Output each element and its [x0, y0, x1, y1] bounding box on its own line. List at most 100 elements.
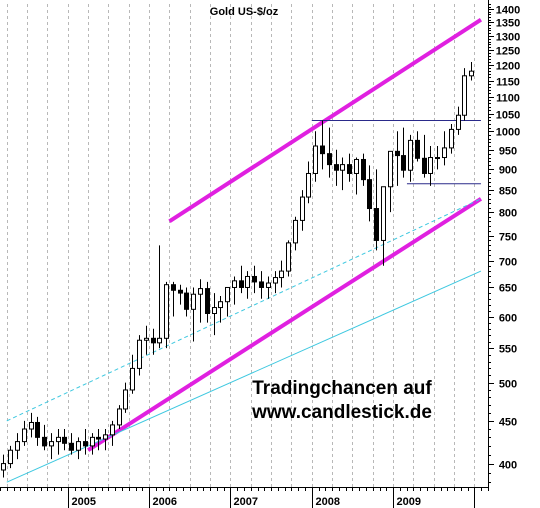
- candle-down: [184, 292, 189, 310]
- candle-up: [76, 441, 81, 451]
- y-tick-label: 500: [499, 379, 517, 391]
- candle-down: [395, 150, 400, 157]
- candles-layer: [1, 62, 474, 478]
- candle-down: [401, 155, 406, 171]
- y-tick-label: 1400: [496, 5, 520, 17]
- y-tick-label: 650: [499, 283, 517, 295]
- candle-up: [1, 463, 6, 471]
- candle-up: [273, 277, 278, 284]
- candle-down: [151, 337, 156, 344]
- candle-up: [49, 441, 54, 447]
- candle-up: [212, 307, 217, 314]
- candle-up: [313, 145, 318, 174]
- candle-up: [218, 301, 223, 309]
- candle-up: [354, 158, 359, 174]
- candle-up: [408, 139, 413, 171]
- candle-up: [56, 436, 61, 443]
- y-tick-label: 750: [499, 232, 517, 244]
- y-tick-label: 1050: [496, 110, 520, 122]
- candle-up: [381, 186, 386, 241]
- candle-down: [178, 289, 183, 294]
- axes-layer: 400 450 500 550 600 650 700 750 800 850 900 950 1000…: [0, 0, 520, 508]
- x-tick-label: 2005: [72, 496, 96, 508]
- candle-up: [286, 242, 291, 272]
- candle-up: [130, 367, 135, 391]
- candle-up: [428, 157, 433, 174]
- y-tick-label: 400: [499, 460, 517, 472]
- candle-up: [462, 75, 467, 116]
- channel-lower-line: [87, 197, 483, 452]
- y-tick-label: 1300: [496, 32, 520, 44]
- candle-down: [422, 157, 427, 174]
- x-tick-label: 2009: [397, 496, 421, 508]
- candle-up: [164, 284, 169, 339]
- candle-down: [252, 275, 257, 283]
- y-tick-label: 1000: [496, 127, 520, 139]
- candle-up: [435, 157, 440, 160]
- candle-down: [69, 442, 74, 451]
- grid-layer: [7, 4, 475, 487]
- y-tick-label: 800: [499, 208, 517, 220]
- candle-up: [456, 114, 461, 130]
- chart-title: Gold US-$/oz: [210, 6, 279, 18]
- candle-up: [449, 128, 454, 149]
- candle-up: [191, 293, 196, 310]
- candle-up: [388, 150, 393, 188]
- candle-down: [327, 153, 332, 166]
- candle-down: [239, 280, 244, 288]
- y-tick-label: 950: [499, 146, 517, 158]
- candle-down: [62, 436, 67, 444]
- watermark-line-2: www.candlestick.de: [251, 402, 432, 423]
- candle-down: [171, 284, 176, 291]
- trend-dashed-line: [6, 198, 482, 422]
- candle-down: [374, 208, 379, 241]
- y-tick-label: 1200: [496, 61, 520, 73]
- x-tick-label: 2007: [234, 496, 258, 508]
- candle-up: [15, 441, 20, 451]
- candle-up: [293, 219, 298, 244]
- candle-up: [117, 408, 122, 426]
- candle-down: [96, 436, 101, 440]
- x-tick-label: 2008: [316, 496, 340, 508]
- candle-down: [205, 288, 210, 314]
- candle-up: [144, 337, 149, 341]
- candle-up: [469, 70, 474, 77]
- candle-up: [279, 270, 284, 279]
- candle-down: [367, 179, 372, 210]
- candle-up: [266, 282, 271, 288]
- candle-down: [35, 421, 40, 438]
- y-tick-label: 1250: [496, 46, 520, 58]
- candle-down: [334, 164, 339, 171]
- candle-up: [137, 339, 142, 369]
- y-tick-label: 550: [499, 344, 517, 356]
- candle-up: [8, 449, 13, 465]
- candle-up: [442, 147, 447, 159]
- y-tick-label: 1150: [496, 77, 520, 89]
- candle-up: [157, 337, 162, 344]
- watermark-line-1: Tradingchancen auf: [252, 378, 432, 399]
- y-tick-label: 900: [499, 165, 517, 177]
- candle-up: [300, 196, 305, 221]
- y-tick-label: 850: [499, 186, 517, 198]
- candle-up: [198, 288, 203, 295]
- candle-up: [225, 286, 230, 303]
- y-tick-label: 1100: [496, 93, 520, 105]
- candle-down: [415, 139, 420, 159]
- candle-up: [110, 424, 115, 436]
- x-tick-label: 2006: [153, 496, 177, 508]
- candle-up: [232, 280, 237, 288]
- candle-up: [90, 436, 95, 447]
- candle-down: [361, 158, 366, 181]
- candle-up: [306, 172, 311, 198]
- candle-up: [340, 164, 345, 171]
- candle-up: [22, 428, 27, 443]
- y-tick-label: 450: [499, 417, 517, 429]
- candle-down: [42, 436, 47, 447]
- y-tick-label: 700: [499, 257, 517, 269]
- candle-up: [245, 275, 250, 288]
- candle-down: [320, 145, 325, 155]
- y-tick-label: 600: [499, 313, 517, 325]
- candle-up: [123, 389, 128, 410]
